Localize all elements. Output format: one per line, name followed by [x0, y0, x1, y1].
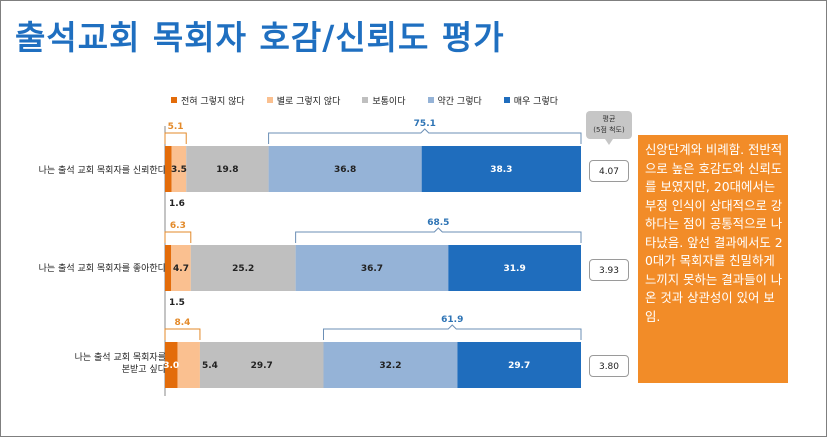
data-label: 36.7	[361, 264, 383, 274]
category-label-line: 본받고 싶다	[121, 365, 166, 375]
chart-legend: 전혀 그렇지 않다 별로 그렇지 않다 보통이다 약간 그렇다 매우 그렇다	[171, 92, 580, 108]
negative-bracket	[164, 132, 187, 144]
average-value: 3.93	[589, 259, 629, 281]
legend-item: 전혀 그렇지 않다	[171, 94, 245, 107]
positive-total-label: 75.1	[414, 119, 436, 129]
bar-segment	[171, 245, 191, 291]
data-label: 38.3	[490, 165, 512, 175]
negative-total-label: 5.1	[168, 122, 184, 132]
negative-bracket	[164, 328, 201, 340]
positive-bracket	[322, 324, 582, 340]
data-label: 19.8	[216, 165, 238, 175]
positive-bracket	[268, 128, 582, 144]
legend-label: 보통이다	[372, 96, 406, 107]
positive-bracket	[295, 227, 582, 243]
data-label: 29.7	[251, 361, 273, 371]
category-label-line: 나는 출석 교회 목회자를	[74, 353, 166, 363]
bar-segment	[190, 245, 296, 291]
legend-label: 전혀 그렇지 않다	[181, 96, 245, 107]
average-header-scale: (5점 척도)	[593, 126, 625, 134]
bar-segment	[448, 245, 581, 291]
legend-item: 약간 그렇다	[427, 94, 482, 107]
positive-total-label: 61.9	[441, 315, 463, 325]
average-value: 3.80	[589, 355, 629, 377]
data-label: 31.9	[504, 264, 526, 274]
category-label: 나는 출석 교회 목회자를 좋아한다	[38, 264, 166, 274]
bar-segment	[165, 146, 172, 192]
average-value: 4.07	[589, 160, 629, 182]
category-label: 나는 출석 교회 목회자를 본받고 싶다	[56, 352, 166, 376]
data-label: 3.0	[163, 361, 179, 371]
data-label: 1.5	[169, 298, 185, 308]
commentary-note: 신앙단계와 비례함. 전반적으로 높은 호감도와 신뢰도를 보였지만, 20대에…	[638, 135, 788, 383]
legend-swatch	[427, 97, 434, 103]
average-header-label: 평균	[602, 115, 616, 123]
negative-bracket	[164, 231, 192, 243]
category-label: 나는 출석 교회 목회자를 신뢰한다	[38, 166, 166, 176]
bar-segment	[268, 146, 422, 192]
data-label: 3.5	[171, 165, 187, 175]
positive-total-label: 68.5	[427, 218, 449, 228]
negative-total-label: 8.4	[174, 318, 190, 328]
legend-swatch	[503, 97, 510, 103]
bar-segment	[323, 342, 458, 388]
data-label: 1.6	[169, 199, 185, 209]
slide-title: 출석교회 목회자 호감/신뢰도 평가	[15, 18, 505, 57]
data-label: 32.2	[379, 361, 401, 371]
legend-swatch	[362, 97, 369, 103]
bar-segment	[186, 146, 269, 192]
average-header-badge: 평균 (5점 척도)	[586, 111, 632, 145]
bar-segment	[199, 342, 324, 388]
bar-segment	[165, 342, 178, 388]
data-label: 5.4	[202, 361, 218, 371]
data-label: 25.2	[232, 264, 254, 274]
negative-total-label: 6.3	[170, 221, 186, 231]
legend-label: 별로 그렇지 않다	[276, 96, 341, 107]
bar-segment	[421, 146, 581, 192]
legend-swatch	[171, 97, 177, 103]
bar-segment	[295, 245, 449, 291]
legend-item: 별로 그렇지 않다	[266, 94, 341, 107]
data-label: 4.7	[173, 264, 189, 274]
legend-item: 매우 그렇다	[503, 94, 559, 107]
legend-swatch	[266, 97, 273, 103]
legend-label: 약간 그렇다	[437, 96, 482, 107]
bar-segment	[165, 245, 172, 291]
bar-segment	[177, 342, 200, 388]
data-label: 29.7	[508, 361, 530, 371]
legend-item: 보통이다	[362, 94, 406, 107]
bar-segment	[171, 146, 187, 192]
bar-segment	[457, 342, 581, 388]
legend-label: 매우 그렇다	[513, 96, 559, 107]
data-label: 36.8	[334, 165, 356, 175]
